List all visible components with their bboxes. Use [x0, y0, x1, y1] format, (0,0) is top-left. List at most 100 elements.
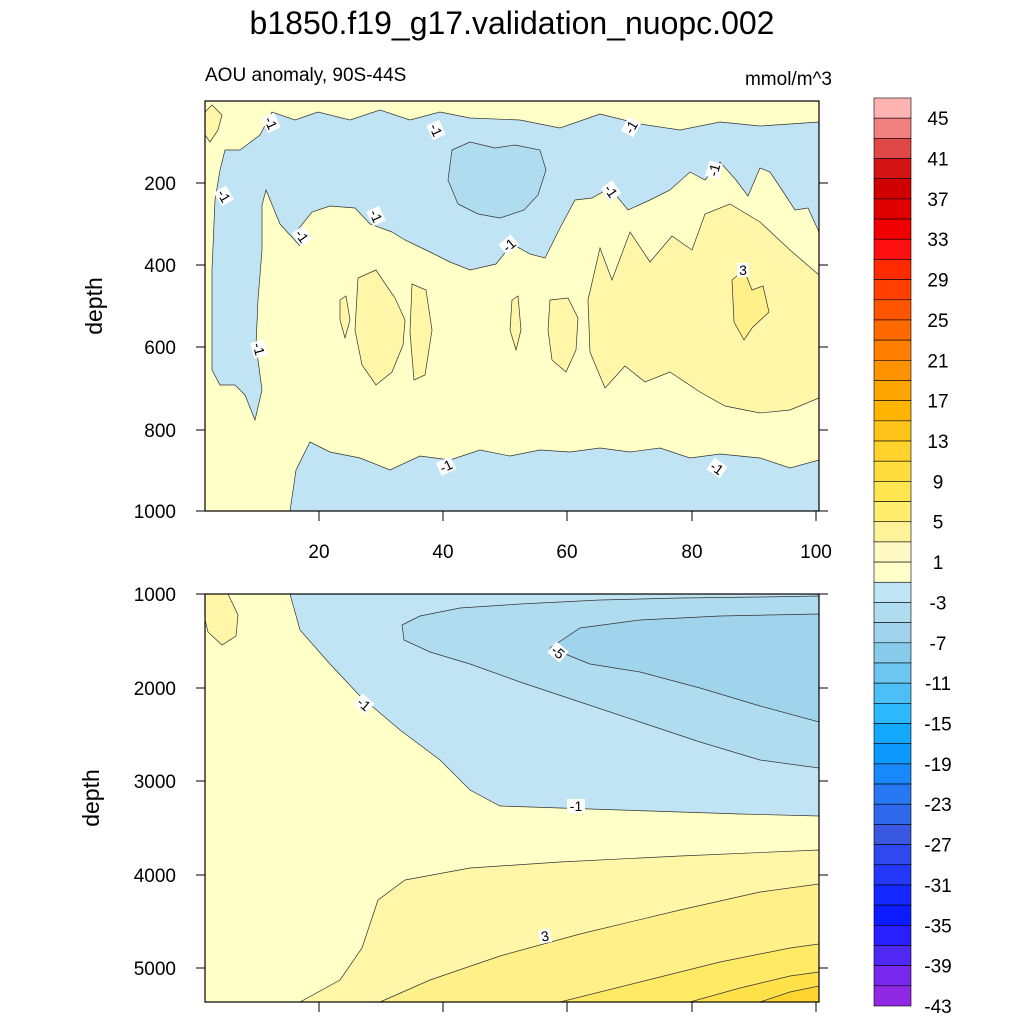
bottom-contour-labels: -5 -1 -1 3 [353, 641, 585, 945]
colorbar-swatch [873, 803, 912, 825]
colorbar-swatch [873, 138, 912, 159]
colorbar-swatch [873, 642, 912, 664]
colorbar-swatch [873, 662, 912, 684]
colorbar-label: 25 [927, 311, 948, 332]
colorbar-swatch [873, 158, 912, 180]
top-subtitle-right: mmol/m^3 [745, 69, 832, 90]
top-x-tick-labels: 20 40 60 80 100 [308, 542, 831, 563]
bottom-panel: -5 -1 -1 3 1000 2000 3000 4000 5000 dept… [78, 585, 828, 1012]
x-tick-label: 40 [432, 542, 453, 563]
top-x-axis [318, 511, 817, 521]
x-tick-label: 60 [556, 542, 577, 563]
colorbar-swatch [873, 581, 912, 603]
colorbar-label: -35 [924, 916, 951, 937]
colorbar-swatch [873, 541, 912, 563]
top-plot-frame [204, 100, 820, 512]
y-tick-label: 800 [144, 421, 176, 442]
colorbar-swatch [873, 117, 912, 139]
colorbar-swatch [873, 380, 912, 401]
colorbar-label: -15 [924, 715, 951, 736]
bottom-fill-neg5 [549, 613, 819, 723]
colorbar-swatch [873, 945, 912, 966]
y-tick-label: 1000 [134, 502, 176, 523]
y-tick-label: 5000 [134, 959, 176, 980]
colorbar-swatch [873, 703, 912, 724]
top-y-axis [196, 182, 828, 512]
bottom-x-axis [318, 1002, 817, 1012]
colorbar-swatch [873, 178, 912, 200]
colorbar-label: -19 [924, 755, 951, 776]
y-tick-label: 400 [144, 256, 176, 277]
colorbar-swatch [873, 501, 912, 523]
colorbar-swatch [873, 360, 912, 381]
colorbar-swatch [873, 723, 912, 744]
colorbar-swatch [873, 743, 912, 765]
contour-label: 3 [739, 262, 747, 278]
colorbar-swatch [873, 864, 912, 886]
colorbar-label: -39 [924, 957, 951, 978]
bottom-contour-field [205, 594, 819, 1002]
bottom-fill-9-to-11 [759, 985, 819, 1002]
colorbar-label: -7 [930, 634, 947, 655]
colorbar-swatch [873, 924, 912, 946]
colorbar-label: 17 [927, 392, 948, 413]
colorbar-label: -43 [924, 997, 951, 1018]
x-tick-label: 80 [681, 542, 702, 563]
bottom-plot-frame [204, 593, 820, 1003]
y-tick-label: 4000 [134, 866, 176, 887]
colorbar-label: -11 [925, 674, 951, 695]
colorbar-swatch [873, 965, 912, 987]
y-tick-label: 600 [144, 338, 176, 359]
top-panel: AOU anomaly, 90S-44S mmol/m^3 -1 -1 -1 [81, 65, 832, 563]
contour-label: -1 [570, 798, 583, 814]
colorbar-swatch [873, 299, 912, 321]
contour-label: 3 [540, 927, 551, 944]
colorbar-swatch [873, 400, 912, 422]
colorbar-label: 21 [927, 351, 948, 372]
contour-label: -1 [250, 341, 269, 357]
top-fill-1-to-3-mid3 [547, 297, 579, 373]
colorbar [873, 97, 912, 1007]
colorbar-label: -27 [924, 836, 951, 857]
colorbar-label: -23 [924, 795, 951, 816]
colorbar-swatch [873, 481, 912, 502]
colorbar-swatch [873, 238, 912, 260]
top-fill-small-1 [339, 295, 351, 340]
colorbar-swatch [873, 561, 912, 583]
top-y-axis-label: depth [81, 277, 107, 335]
top-contour-labels: -1 -1 -1 -1 -1 -1 -1 -1 -1 -1 3 -1 -1 [213, 112, 749, 479]
colorbar-label: 1 [933, 553, 944, 574]
colorbar-swatch [873, 279, 912, 301]
colorbar-swatch [873, 460, 912, 482]
colorbar-swatch [873, 783, 912, 805]
colorbar-label: 13 [927, 432, 948, 453]
x-tick-label: 20 [308, 542, 329, 563]
top-fill-1-to-3-right [587, 203, 819, 414]
colorbar-swatch [873, 218, 912, 240]
colorbar-swatch [873, 521, 912, 543]
colorbar-label: 5 [933, 513, 944, 534]
colorbar-label: 41 [927, 150, 948, 171]
top-fill-neg3-patch [447, 141, 547, 219]
colorbar-swatch [873, 198, 912, 220]
colorbar-swatch [873, 97, 912, 119]
colorbar-label: -3 [930, 593, 947, 614]
y-tick-label: 200 [144, 174, 176, 195]
colorbar-label: 45 [927, 109, 948, 130]
colorbar-swatch [873, 844, 912, 866]
top-fill-1-to-3-mid [354, 269, 406, 386]
colorbar-swatch [873, 904, 912, 926]
bottom-y-tick-labels: 1000 2000 3000 4000 5000 [134, 585, 176, 980]
colorbar-swatch [873, 824, 912, 845]
top-fill-small-2 [509, 295, 522, 352]
colorbar-swatch [873, 440, 912, 462]
colorbar-swatch [873, 985, 912, 1007]
colorbar-label: 29 [927, 271, 948, 292]
colorbar-swatch [873, 259, 912, 280]
bottom-y-axis [196, 593, 828, 969]
colorbar-swatch [873, 319, 912, 341]
x-tick-label: 100 [800, 542, 832, 563]
top-y-tick-labels: 200 400 600 800 1000 [134, 174, 176, 523]
colorbar-label: 9 [933, 472, 944, 493]
